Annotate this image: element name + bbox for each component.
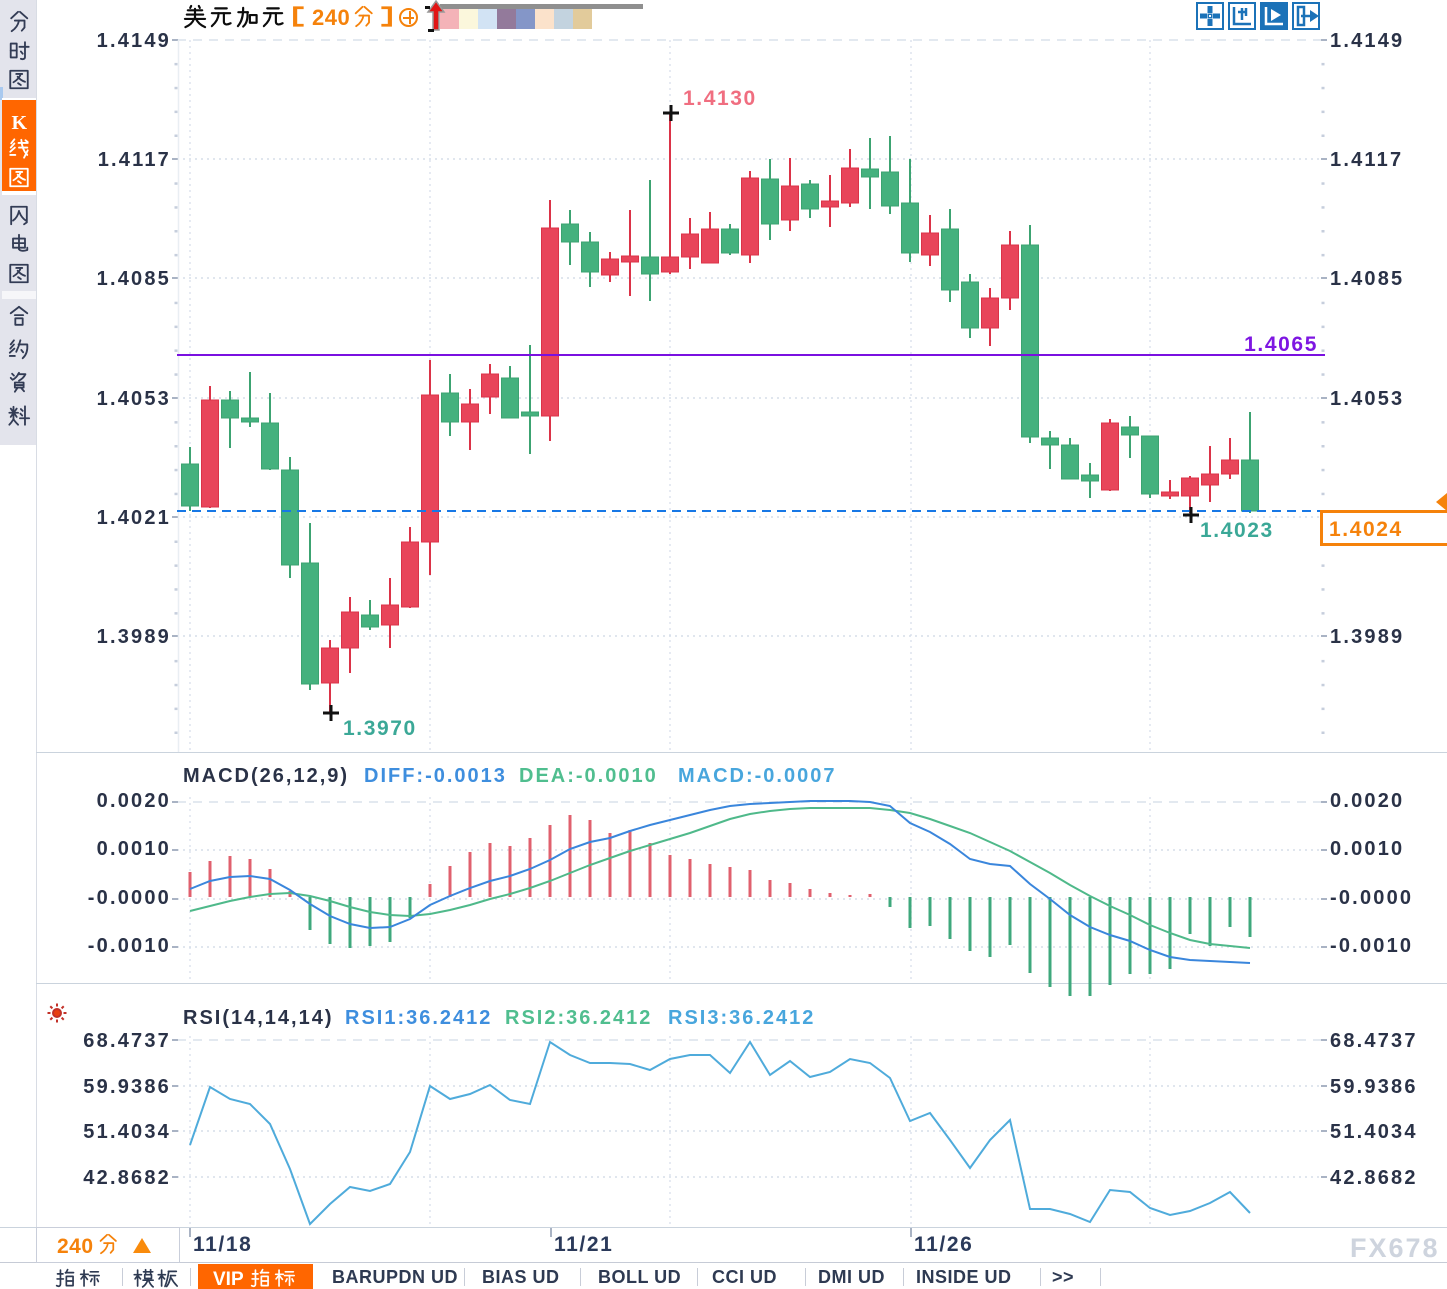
svg-text:42.8682: 42.8682 bbox=[1330, 1167, 1418, 1189]
svg-text:42.8682: 42.8682 bbox=[83, 1167, 171, 1189]
svg-text:1.4023: 1.4023 bbox=[1200, 519, 1274, 542]
svg-text:K: K bbox=[12, 112, 28, 134]
svg-text:68.4737: 68.4737 bbox=[1330, 1030, 1418, 1052]
svg-text:51.4034: 51.4034 bbox=[1330, 1121, 1418, 1143]
svg-text:68.4737: 68.4737 bbox=[83, 1030, 171, 1052]
svg-text:0.0020: 0.0020 bbox=[1330, 790, 1404, 812]
svg-text:DIFF:-0.0013: DIFF:-0.0013 bbox=[364, 765, 507, 787]
svg-text:51.4034: 51.4034 bbox=[83, 1121, 171, 1143]
svg-text:1.3989: 1.3989 bbox=[97, 626, 171, 648]
svg-text:RSI1:36.2412: RSI1:36.2412 bbox=[345, 1007, 492, 1029]
svg-text:0.0010: 0.0010 bbox=[97, 838, 171, 860]
svg-text:1.3989: 1.3989 bbox=[1330, 626, 1404, 648]
svg-text:-0.0010: -0.0010 bbox=[88, 935, 171, 957]
svg-text:1.4053: 1.4053 bbox=[97, 388, 171, 410]
svg-text:-0.0010: -0.0010 bbox=[1330, 935, 1413, 957]
svg-text:VIP: VIP bbox=[213, 1269, 244, 1289]
svg-text:1.4149: 1.4149 bbox=[1330, 30, 1404, 52]
svg-text:0.0010: 0.0010 bbox=[1330, 838, 1404, 860]
svg-text:1.4130: 1.4130 bbox=[683, 87, 757, 110]
svg-text:240: 240 bbox=[57, 1235, 94, 1258]
svg-text:RSI(14,14,14): RSI(14,14,14) bbox=[183, 1007, 334, 1029]
svg-text:1.4065: 1.4065 bbox=[1244, 333, 1318, 356]
svg-text:-0.0000: -0.0000 bbox=[1330, 887, 1413, 909]
svg-text:1.4117: 1.4117 bbox=[1330, 149, 1403, 171]
svg-text:1.4085: 1.4085 bbox=[97, 268, 171, 290]
svg-text:-0.0000: -0.0000 bbox=[88, 887, 171, 909]
svg-text:0.0020: 0.0020 bbox=[97, 790, 171, 812]
svg-text:1.4117: 1.4117 bbox=[98, 149, 171, 171]
svg-text:DEA:-0.0010: DEA:-0.0010 bbox=[519, 765, 658, 787]
svg-text:1.4149: 1.4149 bbox=[97, 30, 171, 52]
svg-text:1.3970: 1.3970 bbox=[343, 717, 417, 740]
svg-text:1.4085: 1.4085 bbox=[1330, 268, 1404, 290]
svg-text:11/26: 11/26 bbox=[914, 1233, 973, 1256]
svg-text:MACD(26,12,9): MACD(26,12,9) bbox=[183, 765, 349, 787]
svg-text:RSI3:36.2412: RSI3:36.2412 bbox=[668, 1007, 815, 1029]
svg-text:MACD:-0.0007: MACD:-0.0007 bbox=[678, 765, 836, 787]
svg-text:1.4024: 1.4024 bbox=[1329, 518, 1403, 541]
svg-text:1.4021: 1.4021 bbox=[97, 507, 171, 529]
svg-text:59.9386: 59.9386 bbox=[1330, 1076, 1418, 1098]
svg-text:11/21: 11/21 bbox=[554, 1233, 613, 1256]
svg-text:240: 240 bbox=[312, 5, 350, 30]
svg-text:FX678: FX678 bbox=[1350, 1233, 1440, 1263]
svg-text:11/18: 11/18 bbox=[193, 1233, 252, 1256]
svg-text:1.4053: 1.4053 bbox=[1330, 388, 1404, 410]
svg-text:RSI2:36.2412: RSI2:36.2412 bbox=[505, 1007, 652, 1029]
svg-text:59.9386: 59.9386 bbox=[83, 1076, 171, 1098]
